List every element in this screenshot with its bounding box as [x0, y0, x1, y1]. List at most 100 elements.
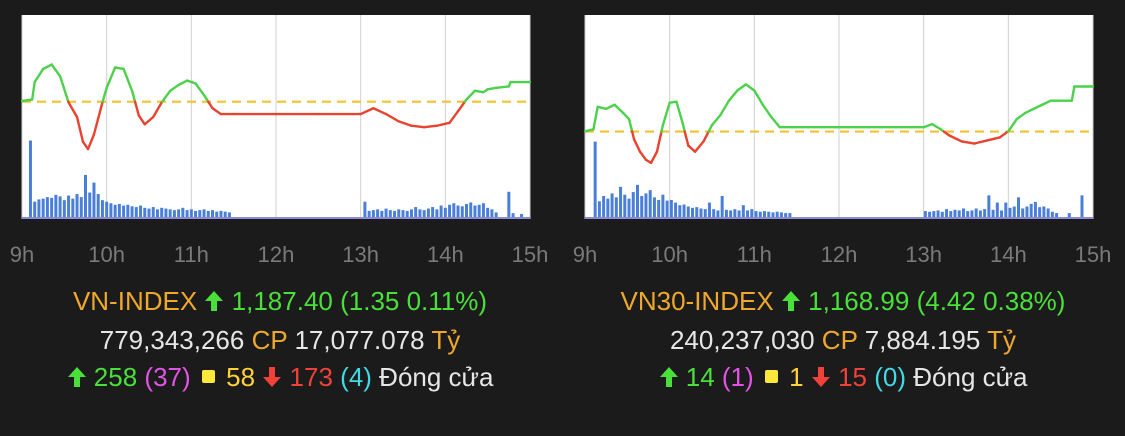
- volume-bar: [614, 197, 618, 217]
- volume-bar: [712, 209, 716, 217]
- price-line-segment: [397, 120, 413, 127]
- vn30-index-chart: 9h 10h 11h 12h 13h 14h 15h: [573, 15, 1111, 267]
- volume-bar: [139, 205, 143, 217]
- x-tick-label: 10h: [88, 242, 125, 267]
- price-line-segment: [372, 107, 388, 116]
- price-line-segment: [161, 89, 172, 103]
- price-line-segment: [86, 133, 96, 151]
- index-value: 1,168.99: [808, 286, 910, 316]
- volume-bar: [418, 209, 422, 217]
- x-tick-label: 14h: [990, 242, 1027, 267]
- volume-bar: [974, 208, 978, 217]
- volume-bar: [45, 197, 49, 217]
- volume-bar: [388, 210, 392, 217]
- volume-bar: [227, 212, 231, 217]
- price-line-segment: [456, 100, 467, 113]
- volume-bar: [79, 197, 83, 217]
- volume-bar: [439, 205, 443, 217]
- volume-bar: [699, 208, 703, 217]
- price-line-segment: [211, 107, 223, 116]
- price-line-segment: [185, 79, 197, 85]
- volume-bar: [1004, 202, 1008, 217]
- index-name: VN30-INDEX: [620, 286, 774, 316]
- price-line-segment: [1070, 85, 1076, 102]
- volume-bar: [75, 194, 79, 217]
- x-tick-label: 11h: [737, 242, 772, 267]
- volume-bar: [376, 209, 380, 217]
- price-line-segment: [207, 100, 214, 110]
- volume-bar: [707, 202, 711, 217]
- price-line-segment: [384, 112, 400, 123]
- volume-bar: [1000, 210, 1004, 217]
- ceiling-count: (37): [144, 362, 191, 392]
- volume-bar: [198, 210, 202, 217]
- volume-bar: [995, 202, 999, 217]
- decliners-count: 173: [289, 362, 333, 392]
- vn30-index-panel: 9h 10h 11h 12h 13h 14h 15h VN30-INDEX 1,168.99…: [563, 0, 1123, 436]
- volume-bar: [54, 194, 58, 217]
- price-line-segment: [710, 113, 722, 127]
- volume-bar: [737, 210, 741, 217]
- volume-bar: [928, 211, 932, 217]
- floor-count: (0): [874, 362, 907, 392]
- price-line-segment: [494, 85, 511, 90]
- volume-bar: [422, 210, 426, 217]
- volume-value: 779,343,266: [99, 325, 245, 355]
- volume-bar: [987, 195, 991, 217]
- price-line-segment: [627, 117, 634, 133]
- advancers-count: 14: [685, 362, 715, 392]
- price-line-segment: [435, 121, 451, 127]
- price-line-segment: [630, 130, 636, 141]
- volume-bar: [37, 199, 41, 217]
- volume-bar: [1055, 213, 1059, 217]
- price-line-segment: [122, 67, 134, 92]
- breadth-line: 258 (37) 58 173 (4) Đóng cửa: [0, 362, 560, 395]
- price-line-segment: [486, 86, 498, 91]
- volume-bar: [741, 205, 745, 217]
- volume-bar: [405, 210, 409, 217]
- price-line-segment: [687, 144, 697, 153]
- volume-bar: [784, 213, 788, 217]
- volume-line: 240,237,030 CP 7,884.195 Tỷ: [563, 325, 1123, 356]
- price-line-segment: [30, 80, 36, 101]
- volume-bar: [1012, 206, 1016, 217]
- volume-bar: [669, 199, 673, 217]
- volume-bar: [511, 213, 515, 217]
- market-status: Đóng cửa: [913, 362, 1028, 392]
- volume-bar: [1008, 207, 1012, 217]
- volume-bar: [147, 208, 151, 217]
- volume-value: 240,237,030: [669, 325, 815, 355]
- volume-bar: [678, 205, 682, 217]
- volume-bar: [473, 205, 477, 217]
- price-line-segment: [761, 103, 773, 119]
- yellow-square-icon: [201, 370, 215, 383]
- price-line-segment: [655, 130, 663, 153]
- decliners-count: 15: [838, 362, 867, 392]
- volume-bar: [1038, 207, 1042, 217]
- volume-bar: [661, 194, 665, 217]
- volume-bar: [520, 213, 524, 217]
- volume-bar: [953, 209, 957, 217]
- price-line-segment: [702, 130, 710, 143]
- volume-bar: [401, 210, 405, 217]
- volume-bar: [28, 140, 32, 217]
- volume-bar: [189, 209, 193, 217]
- volume-bar: [380, 210, 384, 217]
- volume-bar: [627, 198, 631, 217]
- volume-bar: [435, 209, 439, 217]
- volume-bar: [215, 211, 219, 217]
- volume-bar: [460, 206, 464, 217]
- ceiling-count: (1): [721, 362, 754, 392]
- volume-bar: [71, 198, 75, 217]
- price-line-segment: [707, 123, 714, 133]
- volume-bar: [452, 203, 456, 217]
- price-line-segment: [985, 136, 1002, 142]
- volume-bar: [652, 197, 656, 217]
- volume-bar: [393, 210, 397, 217]
- volume-bar: [923, 211, 927, 217]
- arrow-down-icon: [262, 364, 282, 395]
- price-line-segment: [168, 83, 180, 92]
- volume-bar: [202, 209, 206, 217]
- price-line-segment: [632, 138, 642, 153]
- price-line-segment: [675, 100, 684, 124]
